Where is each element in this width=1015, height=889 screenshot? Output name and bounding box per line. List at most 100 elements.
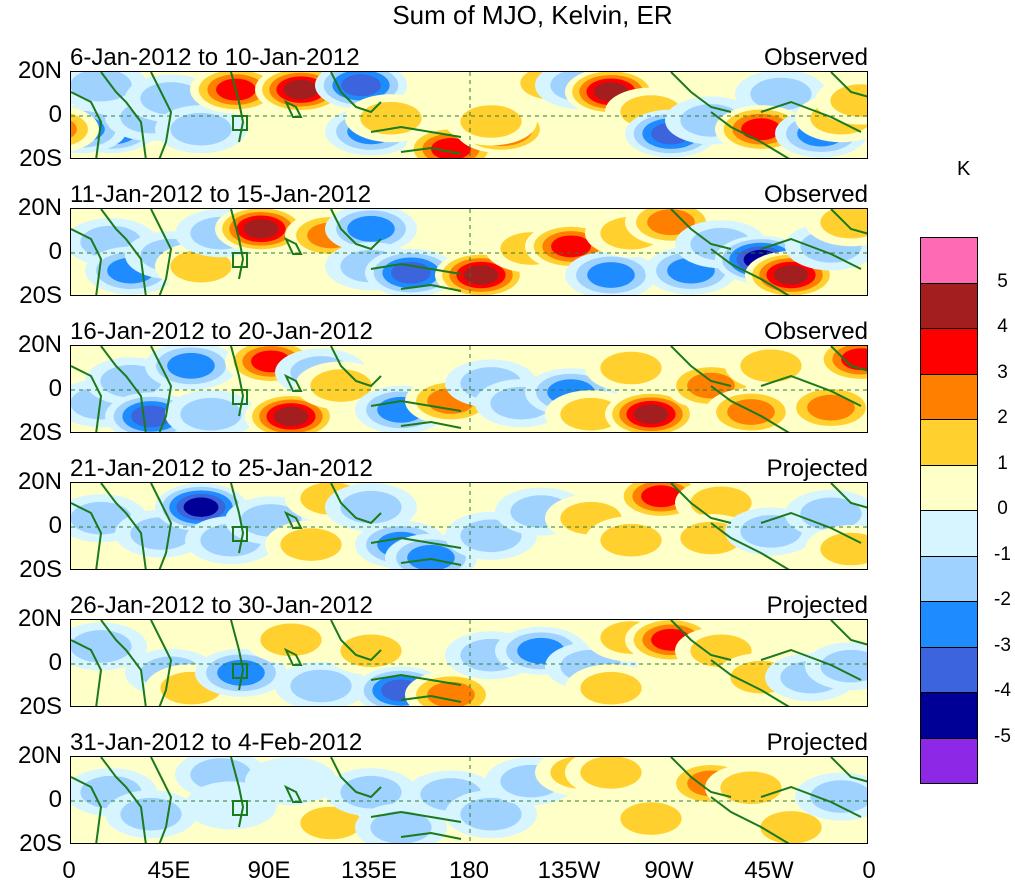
coastline xyxy=(283,373,303,392)
region-box xyxy=(232,115,248,131)
coastline xyxy=(370,262,462,275)
coastline xyxy=(100,483,147,569)
coastline xyxy=(400,557,462,566)
coastline xyxy=(400,146,462,155)
colorbar-tick-label: -5 xyxy=(994,725,1011,747)
contour-level xyxy=(71,72,132,102)
coastline xyxy=(230,620,245,691)
contour-level xyxy=(600,523,662,557)
contour-level xyxy=(71,120,77,138)
coastline xyxy=(283,510,303,529)
coastline xyxy=(100,757,147,843)
coastline xyxy=(283,99,303,118)
map-panel: 26-Jan-2012 to 30-Jan-2012 Projected xyxy=(70,592,868,707)
panel-date-range: 21-Jan-2012 to 25-Jan-2012 xyxy=(70,455,373,482)
region-box xyxy=(232,389,248,405)
coastline xyxy=(670,620,732,661)
contour-level xyxy=(260,623,322,657)
contour-level xyxy=(551,235,591,258)
anomaly-field xyxy=(71,346,867,432)
lat-label: 20S xyxy=(19,282,62,309)
coastline xyxy=(150,72,173,158)
lon-label: 90E xyxy=(247,857,291,884)
coastline xyxy=(230,483,245,554)
colorbar-segment xyxy=(920,510,978,557)
contour-level xyxy=(830,84,867,117)
contour-level xyxy=(360,101,422,135)
contour-level xyxy=(310,369,372,402)
region-box xyxy=(232,252,248,268)
lat-label: 20S xyxy=(19,830,62,857)
map-panel: 11-Jan-2012 to 15-Jan-2012 Observed xyxy=(70,181,868,296)
panel-data-kind: Observed xyxy=(763,44,868,71)
coastline xyxy=(710,659,790,706)
coastline xyxy=(670,483,732,524)
map-panel: 31-Jan-2012 to 4-Feb-2012 Projected xyxy=(70,729,868,844)
anomaly-contour xyxy=(805,642,867,691)
contour-level xyxy=(407,544,455,569)
colorbar-segment xyxy=(920,692,978,739)
contour-level xyxy=(750,77,812,111)
anomaly-contour xyxy=(325,209,417,253)
coastline xyxy=(370,399,462,412)
panel-data-kind: Projected xyxy=(766,455,868,482)
colorbar-tick-label: 3 xyxy=(997,361,1008,383)
lon-label: 180 xyxy=(448,857,490,884)
coastline xyxy=(710,248,790,295)
colorbar-segment xyxy=(920,237,978,284)
lat-label: 0 xyxy=(48,649,62,676)
contour-level xyxy=(341,74,381,97)
colorbar-segment xyxy=(920,373,978,420)
colorbar-segment xyxy=(920,282,978,329)
coastline xyxy=(370,673,462,686)
contour-level xyxy=(641,485,681,508)
lon-label: 135W xyxy=(537,857,601,884)
coastline xyxy=(100,620,147,706)
coastline xyxy=(670,72,732,113)
contour-level xyxy=(183,497,219,517)
contour-level xyxy=(340,490,402,524)
coastline xyxy=(670,346,732,387)
map-panel: 16-Jan-2012 to 20-Jan-2012 Observed xyxy=(70,318,868,433)
coastline xyxy=(330,483,382,525)
lon-label: 45E xyxy=(147,857,191,884)
anomaly-contour xyxy=(585,516,677,565)
coastline xyxy=(330,72,382,114)
coastline xyxy=(710,385,790,432)
coastline xyxy=(830,620,867,646)
anomaly-contour xyxy=(325,626,417,675)
anomaly-contour xyxy=(345,94,437,143)
coastline xyxy=(830,72,867,98)
anomaly-contour xyxy=(725,346,817,390)
panel-data-kind: Observed xyxy=(763,181,868,208)
figure-title: Sum of MJO, Kelvin, ER xyxy=(392,0,673,30)
contour-level xyxy=(245,757,337,806)
colorbar-tick-label: 4 xyxy=(997,316,1008,337)
map-panel: 21-Jan-2012 to 25-Jan-2012 Projected xyxy=(70,455,868,570)
anomaly-contour xyxy=(815,76,867,125)
lat-label: 0 xyxy=(48,786,62,813)
colorbar-segment xyxy=(920,555,978,602)
anomaly-contour xyxy=(605,390,697,432)
coastline xyxy=(283,647,303,666)
contour-level xyxy=(427,681,475,706)
coastline xyxy=(71,502,103,569)
colorbar-segment xyxy=(920,464,978,511)
coastline xyxy=(400,283,462,292)
contour-level xyxy=(600,351,662,385)
colorbar-tick-label: -1 xyxy=(994,543,1011,565)
contour-level xyxy=(283,79,319,100)
anomaly-map xyxy=(70,208,868,296)
anomaly-contour xyxy=(245,620,337,664)
lat-label: 20S xyxy=(19,556,62,583)
contour-level xyxy=(180,397,242,431)
contour-level xyxy=(720,771,782,805)
colorbar-unit: K xyxy=(957,158,971,180)
lon-label: 45W xyxy=(744,857,794,884)
region-box xyxy=(232,526,248,542)
colorbar-tick-label: 1 xyxy=(997,452,1008,474)
anomaly-contour xyxy=(585,346,677,392)
anomaly-contour xyxy=(785,383,867,432)
coastline xyxy=(330,209,382,251)
contour-level xyxy=(120,797,182,831)
